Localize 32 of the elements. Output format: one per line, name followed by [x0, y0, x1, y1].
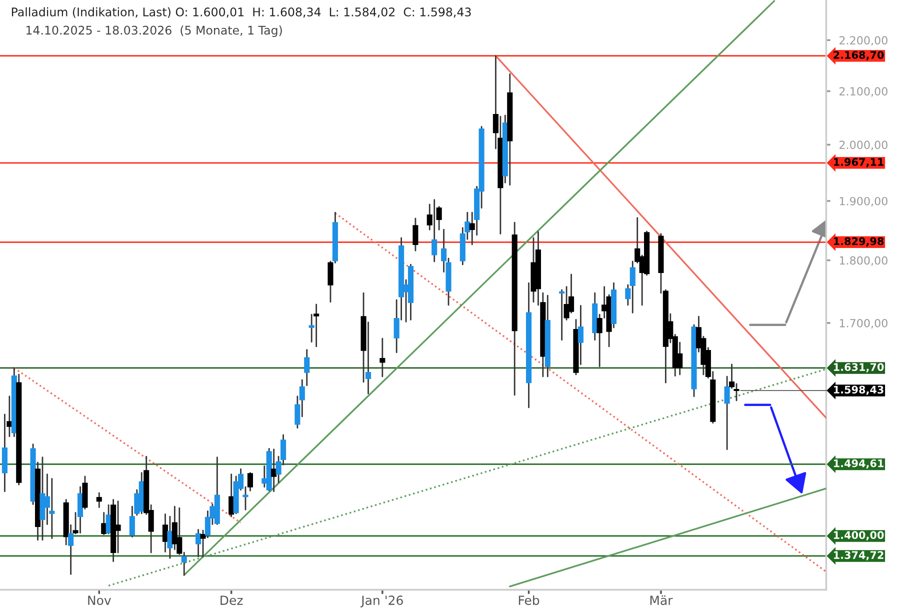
y-tick-label: 2.100,00 — [840, 87, 888, 97]
x-tick-label: Nov — [88, 596, 111, 605]
ref-line-label: 1.967,11 — [834, 158, 884, 168]
annotation: 1.598,43 — [834, 386, 884, 395]
ref-line-label: 2.168,70 — [834, 51, 884, 60]
candlestick — [271, 448, 277, 492]
candlestick — [559, 289, 565, 341]
text: Palladium (Indikation, Last) O: 1.600,01 H: 1.608,34 L: 1.584,02 C: 1.598,43 — [12, 7, 471, 18]
x-tick-label: Dez — [220, 596, 243, 605]
candlestick — [432, 199, 438, 262]
ref-line-label: 1.829,98 — [834, 237, 884, 247]
ref-line-label: 1.374,72 — [834, 551, 884, 560]
ref-line-label: 1.631,70 — [834, 363, 884, 372]
candlestick — [304, 349, 310, 386]
candlestick — [228, 474, 234, 518]
text: 14.10.2025 - 18.03.2026 (5 Monate, 1 Tag) — [26, 26, 282, 37]
candlestick — [96, 492, 102, 508]
x-tick-label: Mär — [650, 595, 673, 605]
ref-line-label: 1.494,61 — [834, 459, 884, 469]
candlestick — [314, 304, 320, 348]
candlestick — [380, 338, 386, 378]
y-tick-label: 1.800,00 — [840, 256, 888, 266]
candlestick — [181, 552, 187, 576]
candlestick — [412, 218, 418, 252]
y-tick-label: 2.200,00 — [840, 36, 888, 46]
x-tick-label: Feb — [518, 595, 540, 605]
y-tick-label: 1.700,00 — [840, 318, 888, 328]
ref-line-label: 1.400,00 — [834, 531, 884, 540]
y-tick-label: 2.000,00 — [840, 140, 888, 150]
candlestick — [196, 529, 202, 558]
x-tick-label: Jan '26 — [360, 596, 403, 608]
y-tick-label: 1.900,00 — [840, 196, 888, 206]
